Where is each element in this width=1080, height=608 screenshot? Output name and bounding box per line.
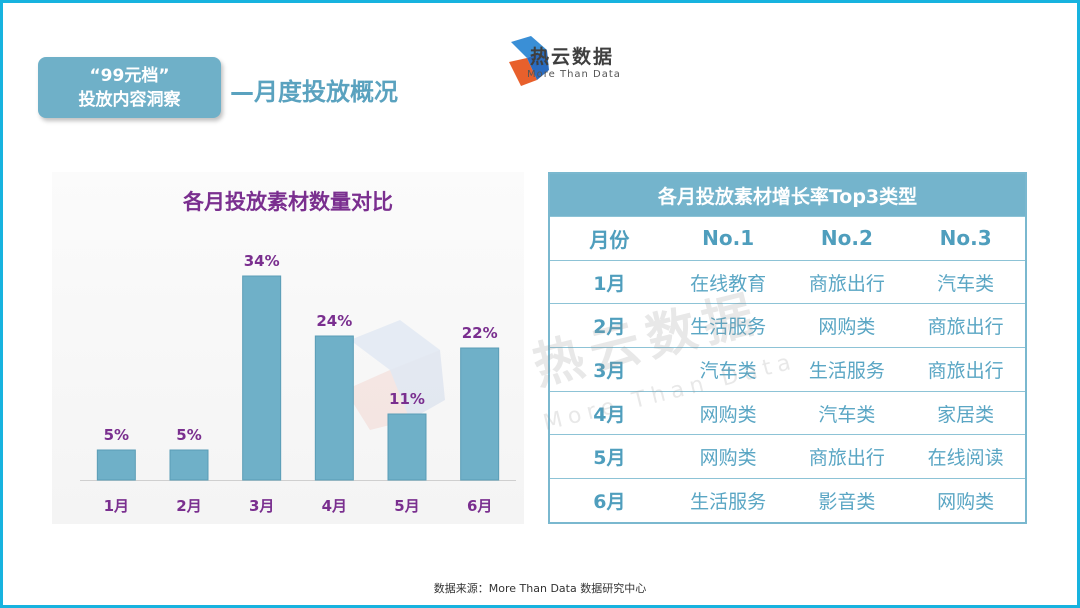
table-cell: 网购类 [699, 447, 757, 470]
table-cell: 6月 [593, 490, 626, 513]
table-cell: 影音类 [818, 490, 876, 513]
table-row: 2月 生活服务 网购类 商旅出行 [550, 303, 1025, 347]
table-row: 4月 网购类 汽车类 家居类 [550, 390, 1025, 435]
table-cell: 2月 [593, 316, 626, 339]
x-tick-label: 3月 [249, 497, 274, 515]
bar-3月 [242, 275, 282, 481]
table-cell: 4月 [593, 403, 626, 426]
x-tick-label: 5月 [394, 497, 419, 515]
table-cell: 网购类 [699, 403, 757, 426]
column-header: No.3 [939, 226, 992, 251]
table-cell: 网购类 [937, 490, 995, 513]
data-label: 11% [389, 390, 425, 408]
table-cell: 生活服务 [808, 359, 885, 382]
source-note: 数据来源：More Than Data 数据研究中心 [433, 582, 647, 595]
table-cell: 3月 [593, 359, 626, 382]
table-cell: 家居类 [937, 403, 995, 426]
top3-table: 各月投放素材增长率Top3类型 月份 No.1 No.2 No.3 1月 在线教… [548, 172, 1027, 524]
table-cell: 1月 [593, 272, 626, 295]
table-cell: 汽车类 [937, 272, 995, 295]
table-cell: 网购类 [818, 316, 876, 339]
column-header: No.2 [820, 226, 873, 251]
data-label: 22% [462, 324, 498, 342]
table-row: 5月 网购类 商旅出行 在线阅读 [550, 434, 1025, 478]
bar-5月 [387, 413, 427, 481]
column-header: 月份 [589, 227, 630, 252]
chart-title: 各月投放素材数量对比 [183, 190, 393, 214]
x-tick-label: 6月 [467, 497, 492, 515]
table-row: 3月 汽车类 生活服务 商旅出行 [550, 347, 1025, 391]
table-cell: 商旅出行 [927, 316, 1004, 339]
bar-chart: 5% 1月 5% 2月 34% 3月 24% 4月 11% 5月 22% 6月 [80, 252, 516, 515]
table-row: 6月 生活服务 影音类 网购类 [550, 478, 1025, 522]
table-cell: 生活服务 [690, 316, 767, 339]
x-tick-label: 1月 [104, 497, 129, 515]
data-label: 24% [316, 312, 352, 330]
table-cell: 5月 [593, 447, 626, 470]
logo-icon [509, 36, 549, 86]
section-title-box: “99元档” 投放内容洞察 [38, 57, 221, 118]
bar-1月 [96, 449, 136, 481]
x-tick-label: 2月 [176, 497, 201, 515]
data-label: 5% [104, 426, 129, 444]
table-cell: 生活服务 [690, 490, 767, 513]
table-title: 各月投放素材增长率Top3类型 [550, 174, 1025, 216]
column-header: No.1 [702, 226, 755, 251]
section-title-line1: “99元档” [89, 65, 170, 86]
logo-name: 热云数据 [530, 46, 615, 68]
table-cell: 商旅出行 [808, 272, 885, 295]
logo-tagline: More Than Data [527, 69, 621, 80]
data-label: 5% [176, 426, 201, 444]
section-subtitle: —月度投放概况 [230, 78, 398, 106]
table-cell: 在线教育 [690, 272, 767, 295]
table-cell: 商旅出行 [808, 447, 885, 470]
data-label: 34% [244, 252, 280, 270]
bar-4月 [314, 335, 354, 481]
bar-2月 [169, 449, 209, 481]
table-cell: 汽车类 [699, 359, 757, 382]
table-cell: 汽车类 [818, 403, 876, 426]
table-cell: 在线阅读 [927, 447, 1004, 470]
x-tick-label: 4月 [322, 497, 347, 515]
section-title-line2: 投放内容洞察 [78, 89, 181, 110]
table-header-row: 月份 No.1 No.2 No.3 [550, 216, 1025, 260]
table-row: 1月 在线教育 商旅出行 汽车类 [550, 259, 1025, 304]
table-cell: 商旅出行 [927, 359, 1004, 382]
bar-6月 [460, 347, 500, 481]
